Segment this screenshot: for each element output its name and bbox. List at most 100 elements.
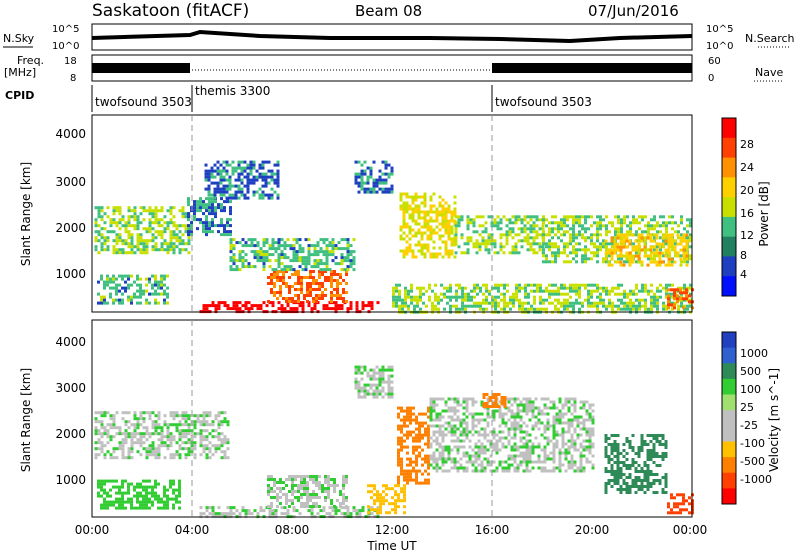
velocity-cell [247,509,251,513]
velocity-cell [319,509,323,513]
velocity-cell [366,383,370,387]
power-cell [461,304,464,308]
power-cell [232,268,236,272]
velocity-cell [226,441,230,445]
power-cell [187,215,190,219]
power-cell [398,283,401,287]
velocity-cell [397,463,400,467]
power-cell [130,245,134,249]
power-cell [304,259,308,263]
power-cell [566,230,569,234]
power-cell [470,295,473,299]
velocity-cell [121,441,125,445]
velocity-cell [516,403,520,407]
power-cell [136,295,139,299]
power-cell [411,228,415,232]
power-cell [520,227,524,231]
velocity-cell [285,496,288,499]
velocity-cell [546,436,550,440]
power-cell [127,224,131,228]
power-cell [590,236,593,240]
power-cell [644,286,647,290]
power-cell [157,248,161,252]
velocity-cell [375,395,379,399]
power-cell [187,203,190,207]
power-cell [608,230,611,234]
power-cell [118,274,121,278]
power-cell [676,294,679,298]
power-cell [644,283,647,287]
velocity-cell [435,412,439,416]
power-cell [226,200,229,204]
velocity-cell [154,494,157,498]
velocity-cell [427,415,430,419]
power-cell [151,236,155,240]
velocity-cell [409,409,412,413]
velocity-cell [270,505,273,508]
power-cell [133,215,137,219]
power-cell [441,216,445,220]
power-cell [223,233,226,237]
velocity-cell [406,463,409,467]
velocity-cell [498,409,502,413]
velocity-cell [555,415,559,419]
power-cell [136,227,140,231]
velocity-cell [306,496,309,499]
velocity-cell [483,433,487,437]
velocity-cell [124,479,127,483]
power-cell [237,187,241,191]
power-cell [321,291,324,294]
velocity-cell [397,460,400,464]
power-cell [244,259,248,263]
velocity-cell [94,420,98,424]
power-cell [178,209,182,213]
velocity-cell [522,451,526,455]
power-cell [210,175,214,179]
velocity-cell [139,444,143,448]
velocity-cell [202,414,206,418]
power-cell [270,288,273,291]
velocity-cell [525,400,529,404]
power-cell [166,221,170,225]
power-cell [370,307,374,311]
velocity-cell [372,371,376,375]
velocity-cell [397,406,400,410]
velocity-cell [591,427,595,431]
velocity-cell [432,433,436,437]
velocity-cell [373,493,376,497]
power-cell [133,295,136,299]
power-cell [656,301,659,305]
velocity-cell [549,400,553,404]
power-cell [608,292,611,296]
velocity-cell [148,453,152,457]
velocity-cell [103,429,107,433]
power-cell [560,283,563,287]
velocity-cell [459,418,463,422]
power-cell [551,254,554,258]
power-cell [599,224,602,228]
velocity-cell [94,441,98,445]
velocity-cell [211,429,215,433]
power-cell [514,221,518,225]
velocity-cell [160,500,163,504]
power-cell [366,178,370,182]
power-cell [124,274,127,278]
power-cell [444,240,448,244]
velocity-cell [504,421,508,425]
power-cell [109,295,112,299]
velocity-cell [438,418,442,422]
power-cell [671,260,674,264]
velocity-cell [376,496,379,500]
velocity-cell [397,496,400,500]
power-cell [398,304,401,308]
velocity-cell [519,445,523,449]
power-colorbar-swatch [722,276,736,297]
power-cell [199,200,202,204]
power-cell [569,260,572,264]
velocity-cell [139,482,142,486]
velocity-cell [552,436,556,440]
power-cell [276,178,280,182]
power-cell [160,233,164,237]
power-cell [267,282,270,285]
power-cell [313,247,317,251]
